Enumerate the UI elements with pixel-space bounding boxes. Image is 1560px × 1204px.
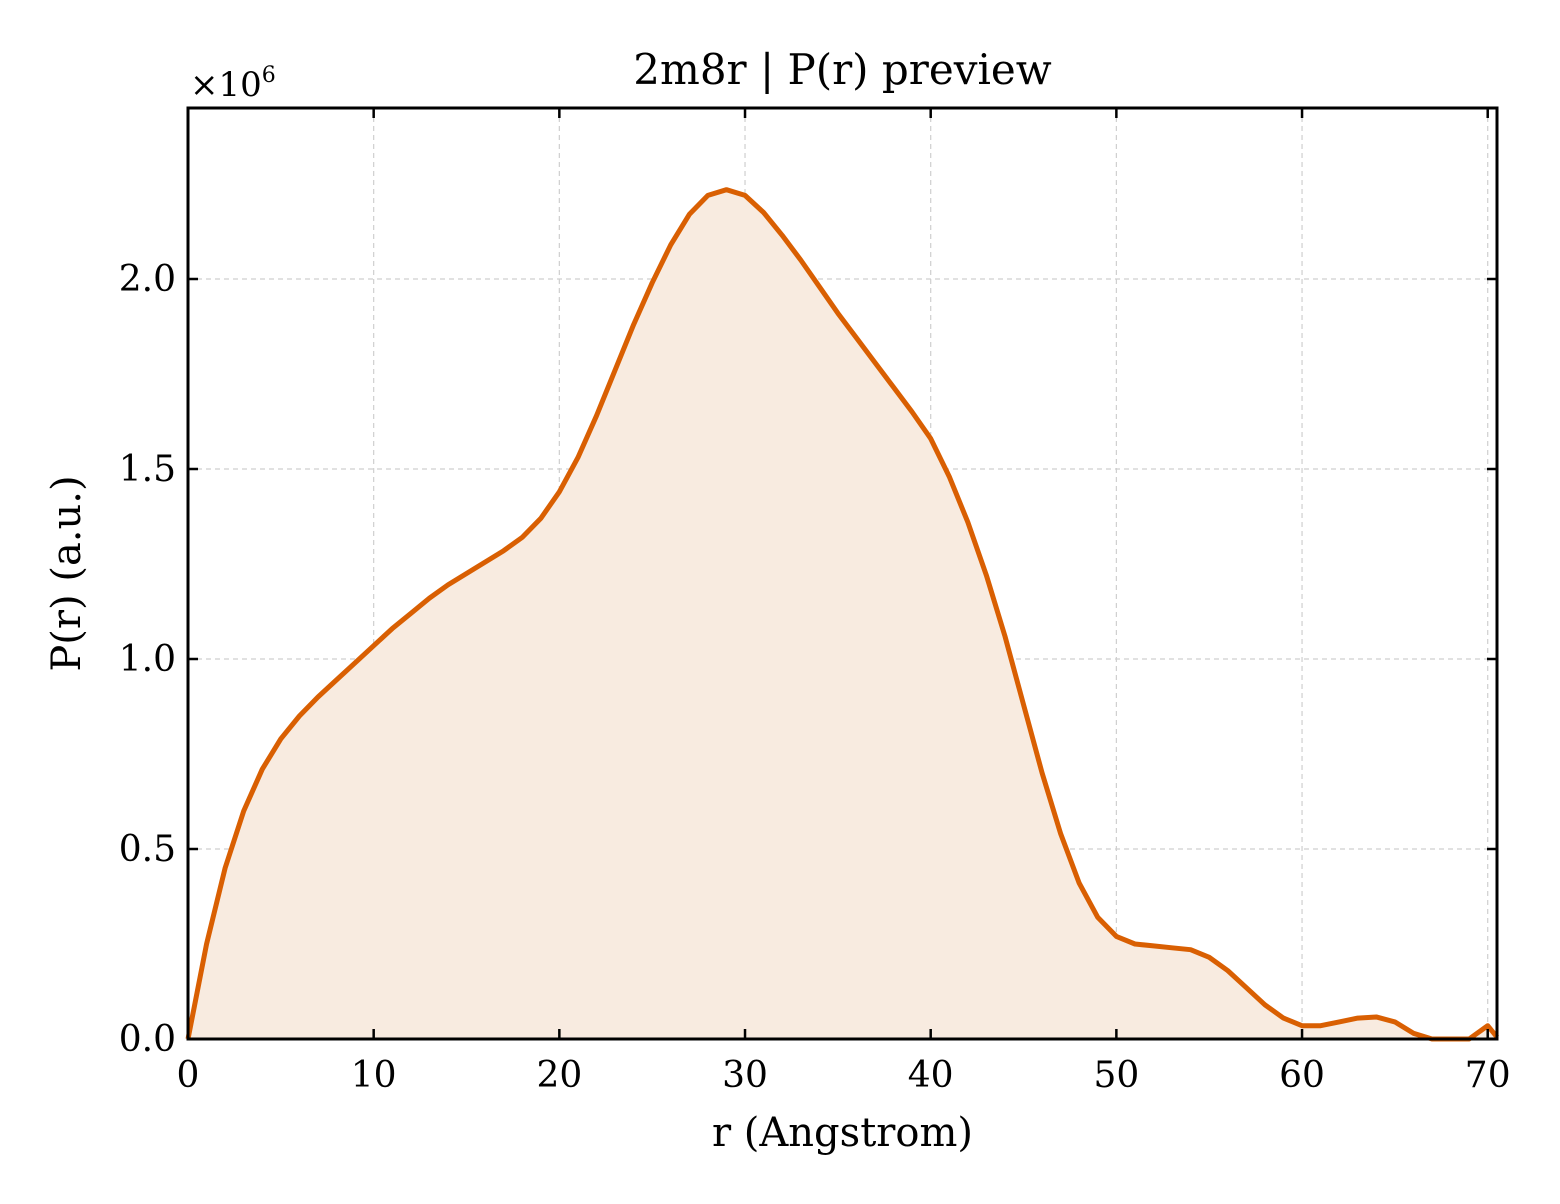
plot-frame	[186, 106, 1499, 1041]
x-axis-label: r (Angstrom)	[712, 1110, 973, 1156]
x-tick-label: 40	[908, 1055, 954, 1096]
y-axis-label: P(r) (a.u.)	[44, 475, 90, 671]
x-tick-label: 0	[177, 1055, 200, 1096]
pr-curve-line	[185, 187, 1499, 1042]
x-tick-label: 50	[1093, 1055, 1139, 1096]
y-multiplier-exponent: 6	[262, 63, 276, 88]
x-tick-label: 60	[1279, 1055, 1325, 1096]
y-tick-label: 1.5	[119, 449, 176, 490]
y-tick-label: 2.0	[119, 259, 176, 300]
y-tick-label: 0.0	[119, 1019, 176, 1060]
y-tick-label: 1.0	[119, 639, 176, 680]
x-tick-label: 10	[351, 1055, 397, 1096]
x-tick-label: 70	[1465, 1055, 1511, 1096]
ticks: 0 10 20 30 40 50 60 70 0.0 0.5 1.0 1.5 2.0	[119, 108, 1511, 1096]
chart-title: 2m8r | P(r) preview	[633, 45, 1051, 94]
x-tick-label: 20	[536, 1055, 582, 1096]
y-multiplier-base: ×10	[190, 65, 262, 105]
y-multiplier-label: ×106	[190, 63, 276, 105]
x-tick-label: 30	[722, 1055, 768, 1096]
y-tick-label: 0.5	[119, 829, 176, 870]
pr-area-fill	[188, 189, 1497, 1039]
